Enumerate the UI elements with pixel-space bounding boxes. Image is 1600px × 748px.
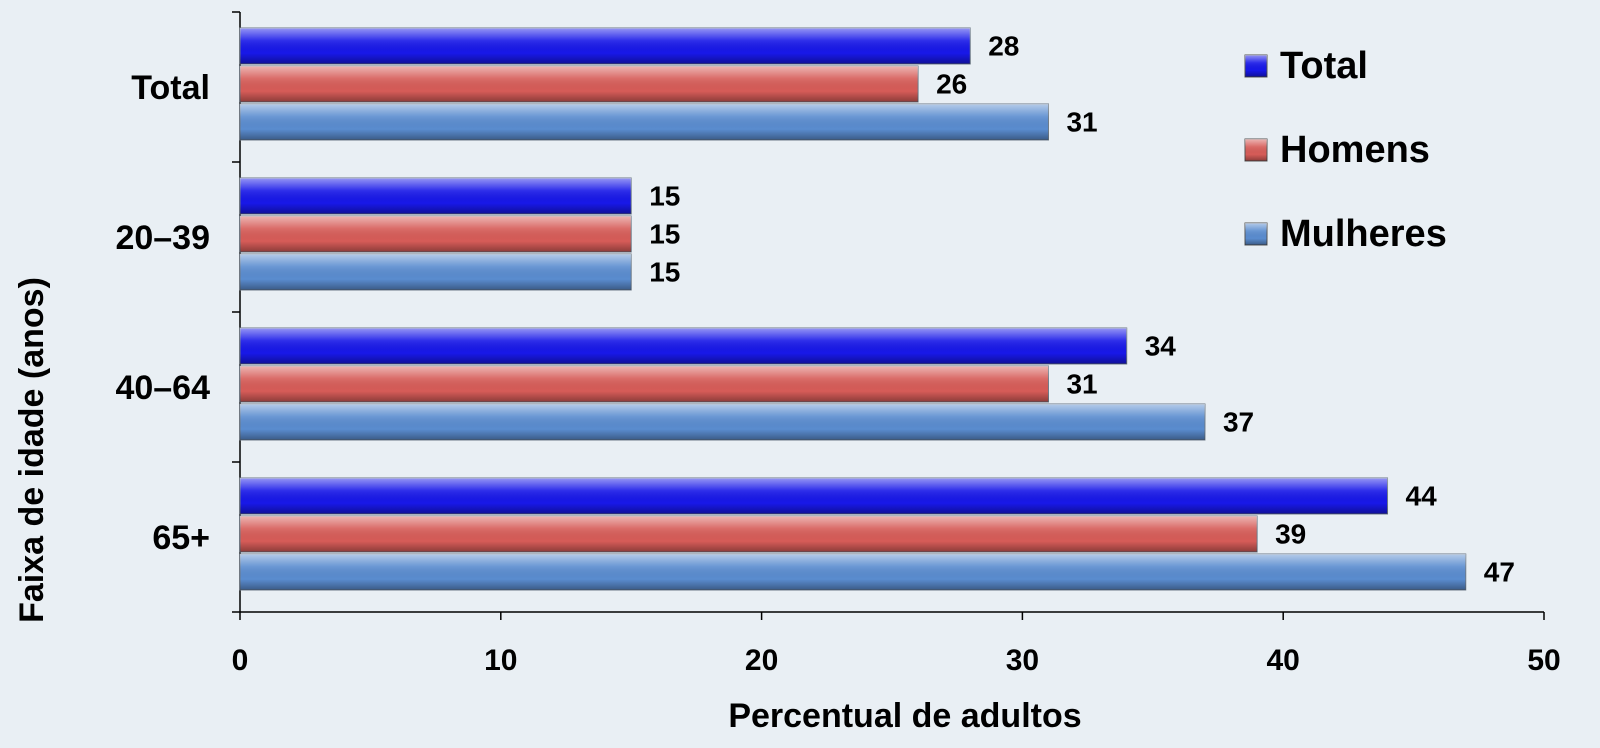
legend-label: Total: [1280, 45, 1368, 87]
data-label: 26: [936, 68, 967, 99]
bar: [239, 65, 919, 103]
y-tick-label: Total: [131, 69, 210, 107]
y-axis-label: Faixa de idade (anos): [13, 277, 51, 623]
bar: [239, 27, 971, 65]
bar: [239, 253, 632, 291]
legend-swatch-shine: [1245, 223, 1267, 245]
x-tick-label: 40: [1267, 644, 1300, 677]
bar: [239, 477, 1389, 515]
data-label: 47: [1484, 556, 1515, 587]
y-tick-label: 40–64: [115, 369, 210, 407]
bar: [239, 215, 632, 253]
bar: [239, 553, 1467, 591]
data-label: 31: [1066, 106, 1097, 137]
data-label: 15: [649, 256, 680, 287]
data-label: 15: [649, 180, 680, 211]
data-label: 34: [1145, 330, 1177, 361]
bar: [239, 327, 1128, 365]
legend-label: Homens: [1280, 129, 1430, 171]
data-label: 39: [1275, 518, 1306, 549]
bar: [239, 515, 1258, 553]
data-label: 28: [988, 30, 1019, 61]
legend-swatch-shine: [1245, 55, 1267, 77]
bar: [239, 177, 632, 215]
x-tick-label: 50: [1527, 644, 1560, 677]
x-tick-label: 20: [745, 644, 778, 677]
data-label: 44: [1406, 480, 1438, 511]
data-label: 15: [649, 218, 680, 249]
y-tick-label: 20–39: [115, 219, 210, 257]
x-axis-label: Percentual de adultos: [728, 697, 1081, 735]
x-tick-label: 0: [232, 644, 249, 677]
bar: [239, 103, 1049, 141]
legend-swatch-shine: [1245, 139, 1267, 161]
data-label: 37: [1223, 406, 1254, 437]
legend-label: Mulheres: [1280, 213, 1447, 255]
bar: [239, 403, 1206, 441]
x-tick-label: 10: [484, 644, 517, 677]
y-tick-label: 65+: [152, 519, 210, 557]
data-label: 31: [1066, 368, 1097, 399]
x-tick-label: 30: [1006, 644, 1039, 677]
bar: [239, 365, 1049, 403]
